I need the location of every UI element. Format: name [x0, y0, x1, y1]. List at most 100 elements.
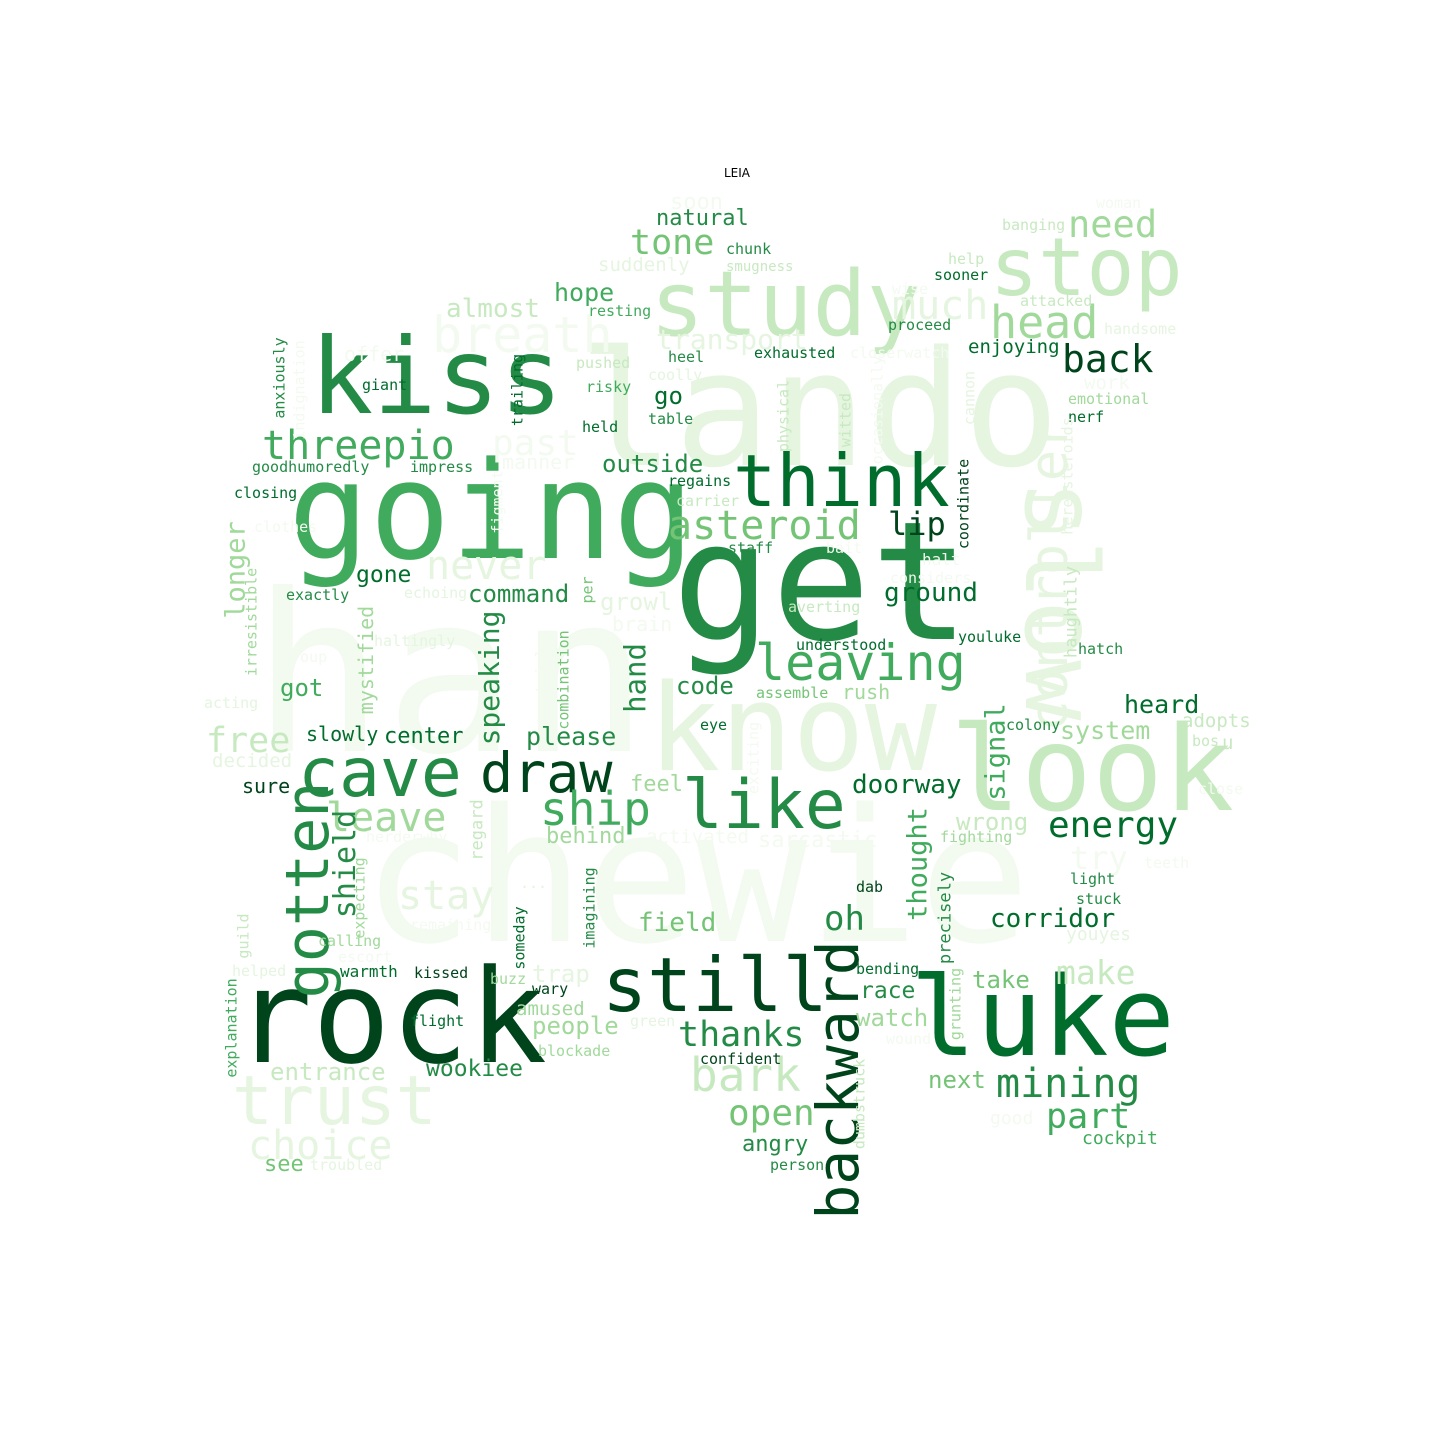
word: coordinate	[954, 458, 973, 550]
word: wise	[892, 280, 929, 298]
word: threepio	[262, 423, 455, 469]
word: precisely	[935, 871, 956, 965]
word: sarcastic	[758, 828, 878, 853]
word: explanation	[222, 978, 241, 1078]
word: stop	[990, 221, 1183, 314]
word: assemble	[756, 684, 829, 702]
word: like	[682, 766, 846, 845]
word: calling	[318, 932, 382, 950]
word: indignation	[290, 340, 309, 440]
word: tone	[630, 223, 715, 263]
word: stuck	[1076, 890, 1122, 908]
word: luke	[910, 953, 1175, 1081]
word: suddenly	[598, 254, 690, 276]
word: gone	[356, 562, 412, 588]
word: center	[384, 724, 464, 749]
word: staff	[728, 539, 774, 557]
word: eye	[700, 716, 728, 734]
word: oh	[824, 899, 865, 939]
word: see	[264, 1152, 304, 1177]
word: hand	[618, 643, 653, 713]
word: growl	[600, 588, 673, 616]
word: heel	[668, 348, 705, 366]
word: almost	[446, 294, 540, 324]
word: trust	[232, 1062, 437, 1141]
word: offer	[344, 342, 405, 366]
word: youyes	[1066, 924, 1132, 945]
word: activated	[646, 826, 749, 848]
word: expecting	[350, 857, 369, 939]
word: table	[648, 410, 694, 428]
word: regains	[668, 472, 732, 490]
word: blockade	[538, 1042, 611, 1060]
word: please	[526, 722, 617, 751]
word: natural	[656, 206, 749, 231]
word: resting	[588, 302, 652, 320]
word: bark	[690, 1048, 801, 1102]
word: going	[288, 433, 695, 590]
word: wary	[532, 980, 569, 998]
word: per	[578, 576, 597, 604]
word: part	[1046, 1097, 1131, 1137]
word: wookiee	[426, 1056, 523, 1082]
word: draw	[480, 741, 613, 805]
word: help	[948, 250, 985, 268]
word: troubled	[310, 1156, 383, 1174]
word: open	[728, 1093, 815, 1134]
word: need	[1068, 203, 1158, 246]
word: herderwhy	[366, 828, 448, 846]
word: u	[1222, 732, 1234, 754]
word: corridor	[990, 904, 1116, 934]
word: irresistible	[242, 567, 261, 677]
word: banging	[1002, 216, 1066, 234]
word: bos	[1192, 732, 1220, 750]
word: handsome	[1104, 320, 1177, 338]
word: bending	[856, 960, 920, 978]
word: person	[770, 1156, 825, 1174]
word: rush	[842, 680, 891, 704]
word: next	[928, 1066, 986, 1094]
word: woman	[1096, 194, 1142, 212]
word: clothes	[254, 518, 318, 536]
word: leave	[326, 795, 447, 841]
word: wound	[886, 1030, 932, 1048]
word: decided	[212, 750, 293, 772]
word: emotional	[1068, 390, 1150, 408]
word: trap	[532, 960, 590, 988]
word: mystified	[354, 605, 378, 715]
word: field	[638, 908, 717, 938]
word: watch	[856, 1004, 929, 1032]
word: energy	[1048, 805, 1179, 846]
word: buzz	[490, 970, 527, 988]
word: adopts	[1182, 710, 1251, 732]
word: back	[1062, 337, 1154, 381]
word: stay	[398, 873, 495, 919]
word: certainly	[532, 639, 551, 721]
word: remaining	[410, 916, 492, 934]
word: hope	[554, 278, 615, 307]
word: proceed	[888, 316, 952, 334]
word: work	[1084, 372, 1130, 394]
word: group	[282, 648, 328, 666]
word: entrance	[270, 1058, 386, 1086]
word: lando	[578, 316, 1060, 503]
word: try	[1070, 839, 1128, 877]
word: closing	[234, 484, 298, 502]
word: take	[972, 966, 1030, 994]
word: escort	[338, 948, 393, 966]
word: regard	[467, 799, 488, 861]
word: choice	[248, 1123, 393, 1169]
word: dab	[856, 878, 884, 896]
word: coolly	[648, 366, 703, 384]
word: grunting	[946, 967, 965, 1041]
word: mining	[996, 1061, 1141, 1107]
word: guild	[234, 913, 253, 959]
word: code	[676, 672, 734, 700]
word: han	[252, 547, 650, 803]
word: transport	[656, 323, 808, 356]
word: wrong	[956, 808, 1029, 836]
word: anxiously	[270, 337, 289, 419]
word: thanks	[678, 1015, 805, 1055]
word: cannon	[960, 370, 979, 426]
word: teeth	[1144, 854, 1190, 872]
